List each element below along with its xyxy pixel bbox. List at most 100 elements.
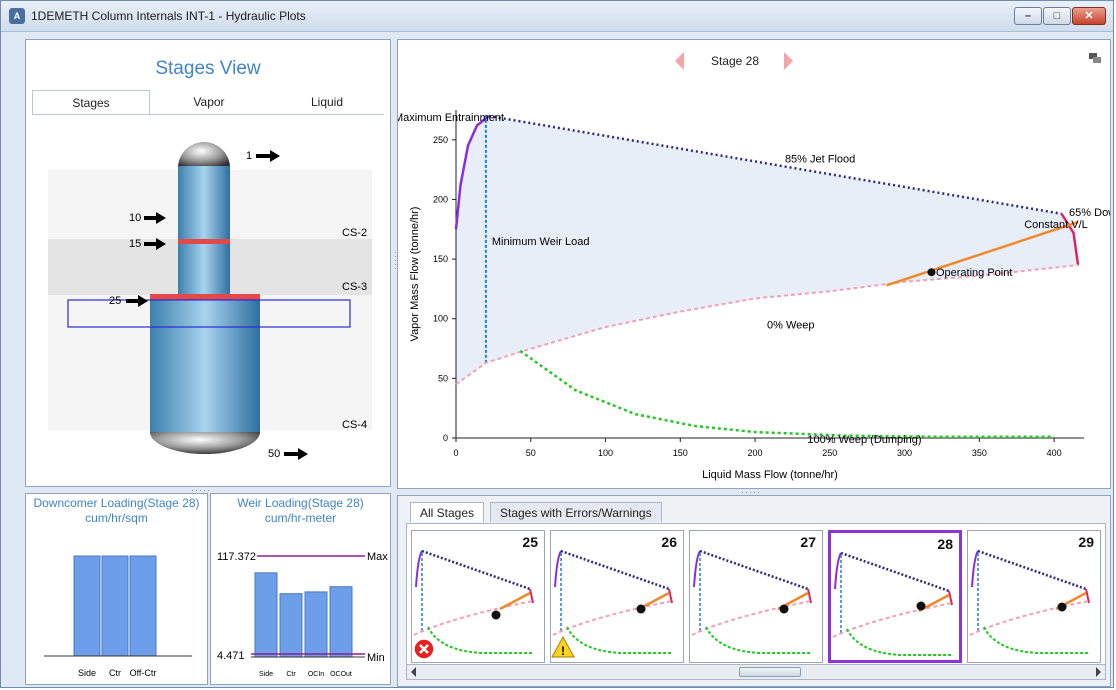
feed-arrow-25 bbox=[126, 295, 148, 307]
thumbnail-scrollbar[interactable] bbox=[406, 664, 1106, 680]
downcomer-units: cum/hr/sqm bbox=[85, 511, 148, 525]
vertical-splitter[interactable]: ····· bbox=[391, 251, 401, 271]
minimize-button[interactable]: – bbox=[1014, 7, 1042, 25]
x-tick-label: 150 bbox=[673, 448, 688, 458]
stage-thumbnail[interactable]: 25 bbox=[411, 530, 545, 663]
y-tick-label: 200 bbox=[433, 194, 448, 204]
column-diagram[interactable]: 1 10 15 25 50 CS-2 CS-3 CS-4 bbox=[26, 116, 391, 486]
feed-label-25: 25 bbox=[109, 295, 121, 307]
annotation-65-downcomer: 65% Downcomer bbox=[1069, 207, 1110, 219]
weir-bar-label: OCIn bbox=[308, 671, 324, 678]
close-button[interactable]: ✕ bbox=[1072, 7, 1106, 25]
downcomer-bar bbox=[129, 555, 157, 657]
annotation-0-weep: 0% Weep bbox=[767, 319, 815, 331]
maximize-icon: □ bbox=[1053, 10, 1061, 22]
hydraulic-plot-panel: Stage 28 0 50 100 150 200 250 300 350 400 0 50 100 1… bbox=[397, 39, 1111, 489]
feed-label-15: 15 bbox=[129, 238, 141, 250]
top-cap bbox=[178, 142, 230, 168]
stage-thumbnail[interactable]: 27 bbox=[689, 530, 823, 663]
scroll-right-icon[interactable] bbox=[1096, 667, 1101, 677]
feed-label-10: 10 bbox=[129, 212, 141, 224]
x-tick-label: 50 bbox=[526, 448, 536, 458]
weir-title: Weir Loading(Stage 28) bbox=[237, 496, 364, 510]
stage-thumbnail-number: 28 bbox=[937, 536, 953, 552]
current-stage-label: Stage 28 bbox=[710, 54, 760, 68]
tab-stages-errors-warnings[interactable]: Stages with Errors/Warnings bbox=[490, 502, 662, 522]
settings-icon[interactable] bbox=[1088, 52, 1102, 64]
downcomer-bar-label: Ctr bbox=[109, 668, 121, 678]
weir-bar bbox=[254, 572, 278, 658]
series-0-weep bbox=[455, 264, 1079, 386]
feed-arrow-10 bbox=[144, 212, 166, 224]
plot-splitter[interactable]: ····· bbox=[741, 487, 761, 497]
tab-divider bbox=[32, 114, 384, 115]
weir-bar-label: OCOut bbox=[330, 671, 352, 678]
downcomer-bar-label: Off-Ctr bbox=[130, 668, 157, 678]
series-85-jet-flood bbox=[488, 114, 1062, 215]
tab-stages[interactable]: Stages bbox=[32, 90, 150, 114]
warning-icon bbox=[551, 635, 575, 658]
stage-thumbnail[interactable]: 26! bbox=[550, 530, 684, 663]
operating-envelope bbox=[456, 115, 1079, 385]
thumbnail-plot: ! bbox=[551, 549, 673, 658]
title-bar[interactable]: A 1DEMETH Column Internals INT-1 - Hydra… bbox=[1, 1, 1113, 32]
horizontal-splitter[interactable]: ····· bbox=[191, 485, 211, 495]
upper-column bbox=[178, 166, 230, 299]
stage-thumbnail-number: 26 bbox=[661, 534, 677, 550]
tab-all-stages[interactable]: All Stages bbox=[410, 502, 485, 522]
scrollbar-thumb[interactable] bbox=[739, 667, 801, 677]
downcomer-bar bbox=[73, 555, 101, 657]
y-axis-label: Vapor Mass Flow (tonne/hr) bbox=[409, 207, 421, 342]
next-stage-arrow-icon[interactable] bbox=[784, 52, 793, 70]
tray-marker-25 bbox=[150, 294, 260, 300]
x-tick-label: 400 bbox=[1047, 448, 1062, 458]
window-title: 1DEMETH Column Internals INT-1 - Hydraul… bbox=[31, 9, 306, 23]
weir-max-label: Max bbox=[367, 551, 388, 563]
x-tick-label: 350 bbox=[972, 448, 987, 458]
series-100-weep-dumping bbox=[519, 349, 1055, 439]
annotation-minimum-weir-load: Minimum Weir Load bbox=[492, 236, 590, 248]
section-label-cs-2: CS-2 bbox=[342, 227, 367, 239]
weir-bar-label: Ctr bbox=[286, 671, 296, 678]
stage-thumbnail[interactable]: 28 bbox=[828, 530, 962, 663]
feed-arrow-15 bbox=[144, 238, 166, 250]
x-tick-label: 200 bbox=[748, 448, 763, 458]
y-tick-label: 0 bbox=[443, 433, 448, 443]
tab-vapor[interactable]: Vapor bbox=[150, 90, 268, 114]
selection-rectangle[interactable] bbox=[67, 299, 351, 328]
stage-thumbnail[interactable]: 29 bbox=[967, 530, 1101, 663]
annotation-100-weep-dumping: 100% Weep (Dumping) bbox=[807, 434, 921, 446]
thumbnail-plot bbox=[413, 549, 534, 659]
y-tick-label: 250 bbox=[433, 135, 448, 145]
x-tick-label: 100 bbox=[598, 448, 613, 458]
weir-bar bbox=[304, 591, 328, 658]
previous-stage-arrow-icon[interactable] bbox=[675, 52, 684, 70]
downcomer-bar-label: Side bbox=[78, 668, 96, 678]
downcomer-bar-chart: Side Ctr Off-Ctr bbox=[44, 555, 192, 678]
annotation-85-jet-flood: 85% Jet Flood bbox=[785, 153, 855, 165]
tray-marker-15 bbox=[178, 239, 230, 244]
thumbnail-plot bbox=[969, 549, 1090, 654]
hydraulic-plot[interactable]: 0 50 100 150 200 250 300 350 400 0 50 100 150 200 250 L… bbox=[398, 40, 1110, 488]
downcomer-bar bbox=[101, 555, 129, 657]
series-constant-v-l bbox=[886, 220, 1079, 287]
section-label-cs-3: CS-3 bbox=[342, 281, 367, 293]
x-axis-label: Liquid Mass Flow (tonne/hr) bbox=[702, 469, 838, 481]
app-icon: A bbox=[9, 8, 25, 24]
operating-point-marker[interactable] bbox=[927, 268, 936, 277]
thumbnail-plot bbox=[832, 551, 953, 656]
thumbnail-plot bbox=[691, 549, 812, 654]
maximize-button[interactable]: □ bbox=[1043, 7, 1071, 25]
scroll-left-icon[interactable] bbox=[411, 667, 416, 677]
stage-thumbnail-number: 27 bbox=[800, 534, 816, 550]
feed-arrows bbox=[126, 150, 308, 460]
stage-thumbnail-number: 25 bbox=[522, 534, 538, 550]
x-tick-label: 0 bbox=[453, 448, 458, 458]
x-tick-label: 300 bbox=[897, 448, 912, 458]
downcomer-loading-panel: Downcomer Loading(Stage 28) cum/hr/sqm S… bbox=[25, 493, 208, 685]
tab-liquid[interactable]: Liquid bbox=[268, 90, 386, 114]
thumbnail-strip: 25 26! 27 28 29 bbox=[406, 523, 1106, 673]
y-tick-label: 150 bbox=[433, 254, 448, 264]
downcomer-title: Downcomer Loading(Stage 28) bbox=[33, 496, 200, 510]
